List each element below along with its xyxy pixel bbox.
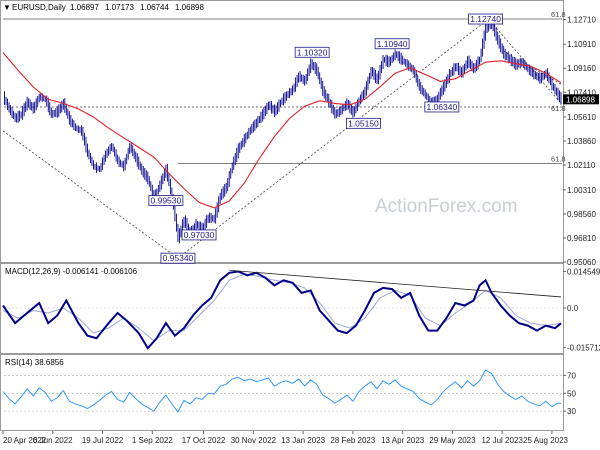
macd-trend-line (229, 269, 562, 298)
trend-line (503, 50, 562, 85)
price-tick-label: 0.95060 (567, 258, 596, 267)
support-level-label: 61.8 (551, 104, 566, 113)
fibonacci-level-label: 61.8 (551, 10, 566, 19)
macd-tick-label: -0.015712 (567, 344, 600, 353)
price-level-annotation: 1.06340 (424, 101, 460, 113)
annotation-text: 1.06340 (426, 102, 457, 112)
price-level-annotation: 1.10940 (374, 38, 410, 50)
rsi-tick-label: 70 (567, 371, 576, 380)
price-level-annotation: 0.99530 (148, 195, 184, 206)
price-tick-label: 1.09160 (567, 64, 596, 73)
macd-panel-frame (0, 263, 564, 354)
price-level-annotation: 1.05150 (346, 117, 381, 129)
price-tick-label: 1.03860 (567, 137, 596, 146)
price-bars (4, 19, 562, 244)
annotation-box (148, 195, 184, 206)
moving-average-line (2, 52, 562, 209)
date-tick-label: 30 Nov 2022 (231, 436, 277, 445)
annotation-text: 0.95340 (163, 253, 194, 263)
date-tick-label: 12 Jul 2023 (481, 436, 523, 445)
price-tick-label: 1.05610 (567, 113, 596, 122)
price-moving-average (2, 52, 562, 209)
ohlc-high: 1.07173 (105, 3, 134, 12)
annotation-box (346, 117, 381, 129)
price-level-annotation: 0.95340 (160, 252, 196, 264)
price-annotations: 1.12740 1.10940 1.10320 1.06340 1.05150 0.995… (148, 13, 599, 264)
rsi-tick-label: 50 (567, 389, 576, 398)
annotation-text: 0.99530 (151, 196, 182, 206)
macd-label: MACD(12,26,9) -0.006141 -0.006106 (5, 267, 138, 276)
price-tick-label: 0.98560 (567, 210, 596, 219)
annotation-text: 1.12740 (470, 14, 501, 24)
watermark-text: ActionForex.com (375, 196, 518, 217)
price-tick-label: 1.12710 (567, 15, 596, 24)
ohlc-close: 1.06898 (175, 3, 204, 12)
macd-panel: 0.014549 0.0 -0.015712 (2, 267, 600, 353)
annotation-text: 1.10940 (377, 39, 408, 49)
annotation-box (468, 13, 503, 25)
rsi-tick-label: 30 (567, 407, 576, 416)
annotation-text: 1.05150 (348, 118, 379, 128)
annotation-box (181, 229, 217, 241)
rsi-panel-frame (0, 354, 564, 431)
price-tick-label: 1.00310 (567, 186, 596, 195)
date-tick-label: 28 Feb 2023 (330, 436, 375, 445)
date-tick-label: 1 Sep 2022 (132, 436, 173, 445)
price-tick-label: 1.07410 (567, 88, 596, 97)
trend-line (488, 18, 562, 104)
rsi-panel: 70 50 30 (2, 369, 576, 416)
price-tick-label: 1.02110 (567, 161, 596, 170)
symbol-header: EURUSD,Daily (12, 3, 66, 12)
trend-line (2, 130, 179, 259)
price-level-annotation: 1.12740 (468, 13, 503, 25)
annotation-text: 0.97030 (184, 230, 215, 240)
last-price-value: 1.06898 (566, 95, 595, 104)
rsi-line (2, 369, 562, 413)
date-tick-label: 25 Aug 2023 (523, 436, 568, 445)
date-tick-label: 13 Apr 2023 (381, 436, 425, 445)
annotation-box (294, 46, 330, 58)
rsi-label: RSI(14) 38.6856 (5, 358, 64, 367)
date-tick-label: 13 Jan 2023 (281, 436, 326, 445)
date-tick-label: 29 May 2023 (429, 436, 476, 445)
ohlc-open: 1.06897 (70, 3, 99, 12)
header-dropdown-icon[interactable]: ▼ (3, 3, 11, 12)
annotation-text: 1.10320 (297, 47, 328, 57)
price-tick-label: 0.96810 (567, 234, 596, 243)
trend-line (177, 18, 489, 259)
price-panel-frame (0, 0, 564, 263)
price-axis: 1.12710 1.10910 1.09160 1.07410 1.05610 1.038… (563, 15, 596, 267)
last-price-tag (563, 94, 599, 105)
date-tick-label: 17 Oct 2022 (182, 436, 226, 445)
date-tick-label: 20 Apr 2022 (3, 436, 47, 445)
date-tick-label: 19 Jul 2022 (82, 436, 124, 445)
price-level-annotation: 1.10320 (294, 46, 330, 58)
date-tick-label: 6 Jun 2022 (33, 436, 73, 445)
price-level-annotation: 0.97030 (181, 229, 217, 241)
price-header: ▼ EURUSD,Daily 1.06897 1.07173 1.06744 1… (3, 3, 204, 12)
annotation-box (160, 252, 196, 264)
price-tick-label: 1.10910 (567, 40, 596, 49)
annotation-box (374, 38, 410, 50)
macd-tick-label: 0.0 (567, 304, 579, 313)
macd-main-line (2, 270, 562, 350)
annotation-box (424, 101, 460, 113)
ohlc-low: 1.06744 (140, 3, 169, 12)
fibonacci-level-label: 61.8 (551, 155, 566, 164)
macd-tick-label: 0.014549 (567, 267, 600, 276)
